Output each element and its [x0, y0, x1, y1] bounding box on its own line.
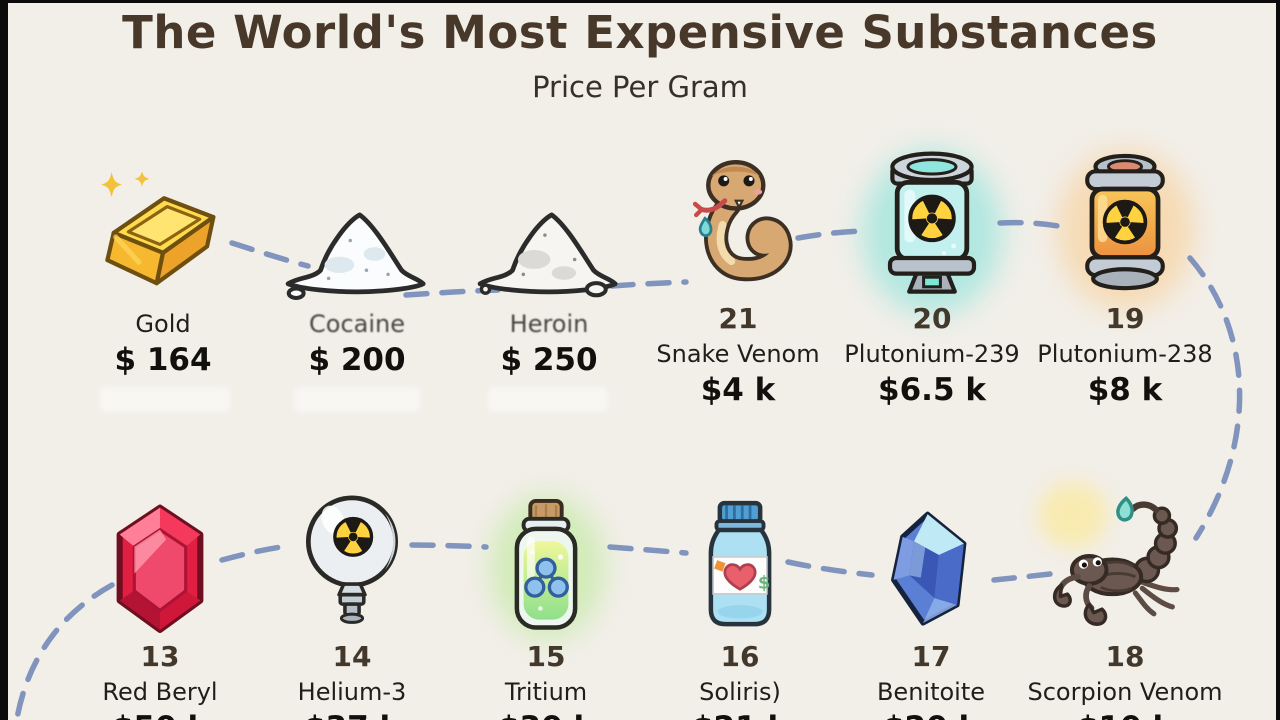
- ghost-smudge: [294, 387, 420, 412]
- item-price: $50 k: [112, 710, 208, 720]
- item-rank: 18: [1105, 640, 1145, 673]
- scorpion-icon: [1050, 480, 1200, 638]
- snake-icon: [672, 140, 804, 300]
- item-name: Red Beryl: [102, 677, 218, 706]
- item-rank: 20: [912, 302, 952, 335]
- item-name: Benitoite: [876, 677, 986, 706]
- powder-pile-icon: [282, 140, 432, 300]
- item-name: Scorpion Venom: [1027, 677, 1223, 706]
- item-price: $ 200: [308, 342, 406, 378]
- item-rank: 19: [1105, 302, 1145, 335]
- item-price: $10 k: [1077, 710, 1173, 720]
- item-price: $30 k: [498, 710, 594, 720]
- powder-pile-icon: [474, 140, 624, 300]
- item-soliris: $ 16 Soliris) $21 k: [642, 480, 838, 720]
- balloon-radiation-icon: [293, 480, 411, 638]
- item-rank: 15: [526, 640, 566, 673]
- item-price: $4 k: [700, 371, 776, 408]
- item-rank: 13: [140, 640, 180, 673]
- item-name: Soliris): [699, 677, 781, 706]
- item-scorpion-venom: 18 Scorpion Venom $10 k: [1027, 480, 1223, 720]
- item-price: $ 250: [500, 342, 598, 378]
- ghost-smudge: [488, 387, 608, 412]
- glowing-vial-icon: [490, 480, 602, 638]
- item-snake-venom: 21 Snake Venom $4 k: [640, 140, 836, 409]
- item-rank: 21: [718, 302, 758, 335]
- item-name: Gold: [135, 310, 191, 338]
- item-rank: 16: [720, 640, 760, 673]
- item-plutonium-238: 19 Plutonium-238 $8 k: [1027, 140, 1223, 409]
- gold-bar-icon: [84, 140, 242, 300]
- item-name: Plutonium-239: [844, 339, 1020, 368]
- radioactive-canister-cyan-icon: [872, 140, 992, 300]
- item-name: Helium-3: [297, 677, 407, 706]
- ghost-smudge: [100, 387, 230, 412]
- item-name: Snake Venom: [656, 339, 820, 368]
- item-cocaine: Cocaine $ 200: [259, 140, 455, 379]
- top-letterbox-bar: [0, 0, 1280, 3]
- item-name: Plutonium-238: [1037, 339, 1213, 368]
- item-tritium: 15 Tritium $30 k: [448, 480, 644, 720]
- left-letterbox-bar: [0, 0, 8, 720]
- item-price: $20 k: [883, 710, 979, 720]
- item-price: $ 164: [114, 342, 212, 378]
- item-red-beryl: 13 Red Beryl $50 k: [62, 480, 258, 720]
- medicine-bottle-icon: $: [684, 480, 796, 638]
- page-subtitle: Price Per Gram: [532, 70, 748, 104]
- item-rank: 17: [911, 640, 951, 673]
- red-gemstone-icon: [105, 480, 215, 638]
- blue-crystal-icon: [880, 480, 982, 638]
- item-name: Cocaine: [309, 310, 405, 338]
- scorpion-drop-glow: [1038, 482, 1108, 548]
- item-price: $6.5 k: [878, 371, 986, 408]
- item-name: Heroin: [509, 310, 589, 338]
- item-benitoite: 17 Benitoite $20 k: [833, 480, 1029, 720]
- page-title: The World's Most Expensive Substances: [122, 6, 1158, 59]
- item-gold: Gold $ 164: [65, 140, 261, 379]
- item-price: $21 k: [692, 710, 788, 720]
- item-name: Tritium: [504, 677, 588, 706]
- radioactive-canister-orange-icon: [1066, 140, 1184, 300]
- item-price: $8 k: [1087, 371, 1163, 408]
- item-helium-3: 14 Helium-3 $37 k: [254, 480, 450, 720]
- right-letterbox-bar: [1276, 0, 1280, 720]
- item-rank: 14: [332, 640, 372, 673]
- item-price: $37 k: [304, 710, 400, 720]
- item-heroin: Heroin $ 250: [451, 140, 647, 379]
- item-plutonium-239: 20 Plutonium-239 $6.5 k: [834, 140, 1030, 409]
- soliris-dollar-glyph: $: [758, 572, 770, 593]
